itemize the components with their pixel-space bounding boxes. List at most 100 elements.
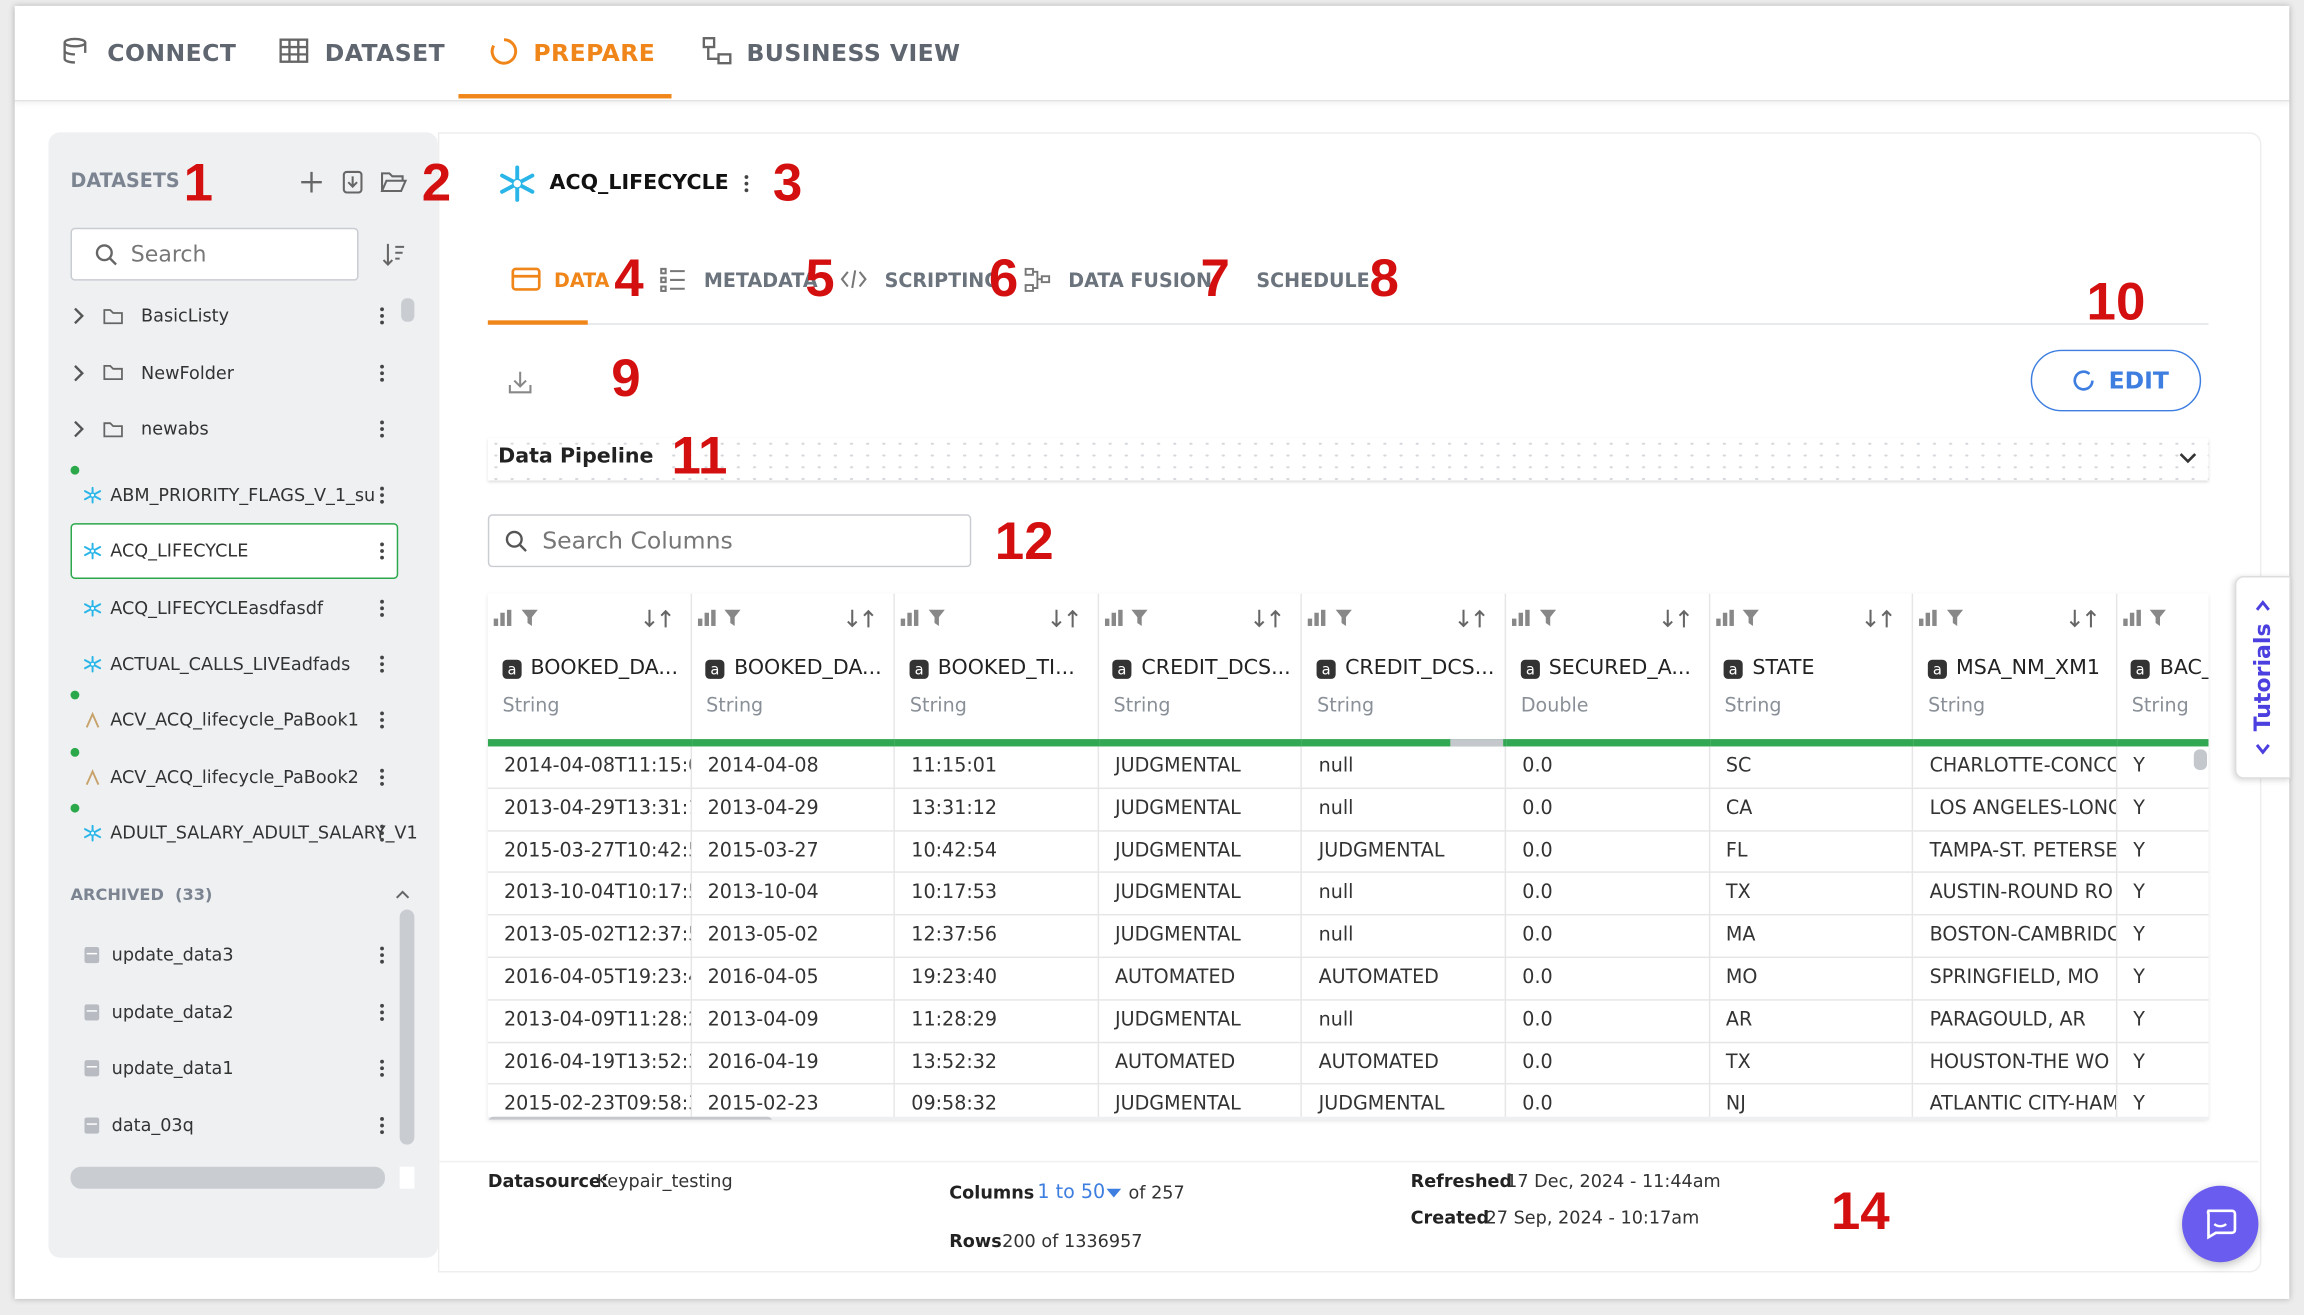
archived-name[interactable]: update_data1 bbox=[111, 1057, 234, 1079]
column-stats-icon[interactable] bbox=[493, 609, 512, 626]
column-stats-icon[interactable] bbox=[1919, 609, 1937, 626]
icon-shape bbox=[703, 612, 709, 626]
column-sort-icon[interactable] bbox=[1050, 609, 1079, 628]
column-name[interactable]: BOOKED_DA... bbox=[530, 656, 679, 680]
kebab-menu[interactable] bbox=[379, 1003, 385, 1021]
dataset-name[interactable]: ACV_ACQ_lifecycle_PaBook1 bbox=[110, 709, 359, 731]
dataset-name[interactable]: ABM_PRIORITY_FLAGS_V_1_su bbox=[110, 484, 376, 506]
icon-shape bbox=[1040, 274, 1051, 283]
column-name[interactable]: STATE bbox=[1752, 656, 1815, 680]
column-stats-icon[interactable] bbox=[697, 609, 715, 626]
kebab-menu[interactable] bbox=[379, 768, 385, 786]
dataset-tab[interactable]: DATA bbox=[553, 270, 610, 293]
kebab-menu[interactable] bbox=[379, 824, 385, 842]
folder-name[interactable]: BasicListy bbox=[141, 305, 230, 326]
archived-name[interactable]: data_03q bbox=[111, 1114, 194, 1135]
dataset-name[interactable]: ACQ_LIFECYCLEasdfasdf bbox=[110, 597, 324, 618]
nav-tab[interactable]: DATASET bbox=[324, 38, 446, 67]
data-pipeline-bar[interactable] bbox=[487, 437, 2209, 481]
kebab-menu[interactable] bbox=[379, 711, 385, 729]
column-name[interactable]: CREDIT_DCS... bbox=[1345, 656, 1495, 680]
column-filter-icon[interactable] bbox=[724, 609, 741, 626]
file-icon bbox=[85, 712, 100, 729]
dataset-name[interactable]: ADULT_SALARY_ADULT_SALARY_V1 bbox=[110, 822, 418, 843]
column-sort-icon[interactable] bbox=[2069, 609, 2098, 628]
sort-icon[interactable] bbox=[382, 242, 406, 266]
column-stats-icon[interactable] bbox=[1715, 609, 1734, 626]
dataset-tab[interactable]: METADATA bbox=[703, 270, 818, 293]
kebab-menu[interactable] bbox=[379, 307, 385, 325]
import-icon[interactable] bbox=[342, 170, 363, 194]
dataset-tab[interactable]: SCHEDULE bbox=[1256, 270, 1370, 293]
chevron-right[interactable] bbox=[73, 364, 85, 382]
folder-name[interactable]: newabs bbox=[141, 418, 209, 440]
archived-label[interactable]: ARCHIVED (33) bbox=[70, 885, 213, 905]
kebab-menu[interactable] bbox=[379, 599, 385, 617]
chat-button[interactable] bbox=[2182, 1185, 2259, 1263]
folder-open-icon[interactable] bbox=[380, 172, 408, 193]
column-name[interactable]: BAC_( bbox=[2159, 656, 2209, 680]
chevron-right[interactable] bbox=[73, 307, 85, 325]
archived-name[interactable]: update_data3 bbox=[111, 944, 234, 966]
column-sort-icon[interactable] bbox=[643, 609, 672, 628]
column-name[interactable]: MSA_NM_XM1 bbox=[1956, 656, 2100, 680]
column-filter-icon[interactable] bbox=[2150, 609, 2167, 626]
column-stats-icon[interactable] bbox=[2122, 609, 2141, 626]
column-filter-icon[interactable] bbox=[1742, 609, 1759, 626]
add-icon[interactable] bbox=[301, 171, 322, 193]
icon-shape bbox=[380, 499, 384, 504]
column-name[interactable]: BOOKED_TI... bbox=[937, 656, 1075, 680]
nav-tab[interactable]: CONNECT bbox=[107, 38, 237, 67]
kebab-menu[interactable] bbox=[379, 1059, 385, 1077]
column-filter-icon[interactable] bbox=[1131, 609, 1149, 626]
column-stats-icon[interactable] bbox=[1512, 609, 1530, 626]
dataset-name[interactable]: ACQ_LIFECYCLE bbox=[110, 540, 249, 562]
column-sort-icon[interactable] bbox=[847, 609, 876, 628]
kebab-menu[interactable] bbox=[744, 175, 750, 193]
column-sort-icon[interactable] bbox=[1865, 609, 1894, 628]
kebab-menu[interactable] bbox=[379, 655, 385, 673]
dataset-tab[interactable]: SCRIPTING bbox=[884, 270, 1000, 293]
column-filter-icon[interactable] bbox=[928, 609, 945, 626]
nav-tab[interactable]: PREPARE bbox=[533, 38, 656, 67]
sidebar-search[interactable] bbox=[70, 227, 359, 281]
column-name[interactable]: CREDIT_DCS... bbox=[1141, 656, 1291, 680]
snowflake-icon bbox=[84, 486, 102, 504]
column-sort-icon[interactable] bbox=[1254, 609, 1283, 628]
search-columns[interactable] bbox=[487, 514, 972, 568]
tutorials-tab[interactable] bbox=[2234, 576, 2291, 779]
download-icon[interactable] bbox=[508, 370, 532, 394]
dataset-name[interactable]: ACV_ACQ_lifecycle_PaBook2 bbox=[110, 765, 359, 787]
kebab-menu[interactable] bbox=[379, 1116, 385, 1134]
column-filter-icon[interactable] bbox=[520, 609, 538, 626]
kebab-menu[interactable] bbox=[379, 420, 385, 438]
chevron-right[interactable] bbox=[73, 420, 85, 438]
column-sort-icon[interactable] bbox=[1458, 609, 1487, 628]
kebab-menu[interactable] bbox=[379, 542, 385, 561]
nav-tab[interactable]: BUSINESS VIEW bbox=[746, 38, 961, 67]
archived-name[interactable]: update_data2 bbox=[111, 1001, 234, 1022]
column-name[interactable]: SECURED_A... bbox=[1548, 656, 1691, 680]
column-filter-icon[interactable] bbox=[1946, 609, 1963, 626]
kebab-menu[interactable] bbox=[379, 486, 385, 504]
kebab-menu[interactable] bbox=[379, 363, 385, 382]
edit-button[interactable] bbox=[2030, 349, 2202, 412]
column-stats-icon[interactable] bbox=[1308, 609, 1326, 626]
tutorials-label[interactable]: Tutorials bbox=[2249, 623, 2277, 732]
column-filter-icon[interactable] bbox=[1335, 609, 1352, 626]
chevron-down[interactable] bbox=[2179, 453, 2197, 465]
column-stats-icon[interactable] bbox=[1104, 609, 1123, 626]
column-name[interactable]: BOOKED_DA... bbox=[734, 656, 882, 680]
edit-button-label[interactable]: EDIT bbox=[2108, 366, 2169, 395]
columns-range[interactable]: 1 to 50 bbox=[1037, 1181, 1106, 1204]
dataset-name[interactable]: ACTUAL_CALLS_LIVEadfads bbox=[110, 653, 351, 675]
folder-name[interactable]: NewFolder bbox=[141, 361, 235, 383]
column-sort-icon[interactable] bbox=[1661, 609, 1690, 628]
dataset-tab[interactable]: DATA FUSION bbox=[1068, 270, 1213, 293]
column-filter-icon[interactable] bbox=[1539, 609, 1556, 626]
table-cell: 2015-02-23T09:58:32 bbox=[504, 1093, 690, 1116]
dropdown-arrow[interactable] bbox=[1106, 1188, 1122, 1198]
kebab-menu[interactable] bbox=[379, 946, 385, 964]
chevron-up[interactable] bbox=[395, 890, 410, 899]
column-stats-icon[interactable] bbox=[901, 609, 919, 626]
